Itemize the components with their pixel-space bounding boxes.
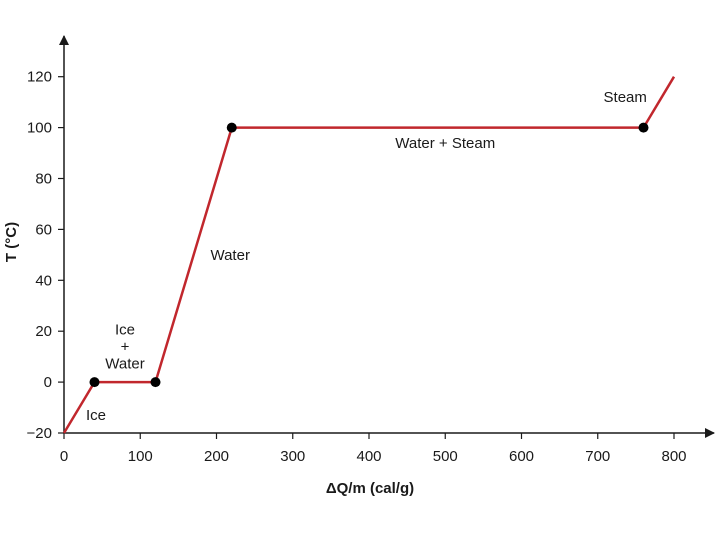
y-axis-title: T (°C): [3, 222, 20, 262]
x-axis-ticks: 0 100 200 300 400 500 600 700 800: [60, 433, 687, 465]
x-tick-label: 600: [509, 448, 534, 465]
y-tick-label: 120: [27, 69, 52, 86]
x-tick-label: 500: [433, 448, 458, 465]
y-tick-label: −20: [27, 425, 52, 442]
annotation-label: Water: [105, 355, 144, 372]
transition-markers: [89, 122, 649, 388]
y-tick-label: 0: [44, 374, 52, 391]
transition-point: [150, 377, 161, 388]
transition-point: [226, 122, 237, 133]
annotation-label: Ice: [115, 321, 135, 338]
annotation-label: Water + Steam: [395, 135, 495, 152]
transition-point: [638, 122, 649, 133]
x-tick-label: 300: [280, 448, 305, 465]
transition-point: [89, 377, 100, 388]
y-tick-label: 100: [27, 120, 52, 137]
series-line: [62, 76, 676, 434]
x-tick-label: 400: [356, 448, 381, 465]
y-tick-label: 80: [35, 171, 52, 188]
y-axis-ticks: −20 0 20 40 60 80 100 120: [27, 69, 64, 442]
annotation-label: Water: [210, 247, 249, 264]
x-tick-label: 800: [661, 448, 686, 465]
y-tick-label: 40: [35, 272, 52, 289]
annotation-label: Ice: [86, 407, 106, 424]
axes: [59, 35, 715, 438]
y-tick-label: 60: [35, 221, 52, 238]
x-axis-title: ΔQ/m (cal/g): [326, 480, 414, 497]
annotation-label: Steam: [604, 89, 647, 106]
temperature-curve: [62, 76, 676, 434]
annotation-label: +: [121, 338, 130, 355]
y-tick-label: 20: [35, 323, 52, 340]
x-tick-label: 700: [585, 448, 610, 465]
x-tick-label: 100: [128, 448, 153, 465]
x-tick-label: 200: [204, 448, 229, 465]
x-tick-label: 0: [60, 448, 68, 465]
